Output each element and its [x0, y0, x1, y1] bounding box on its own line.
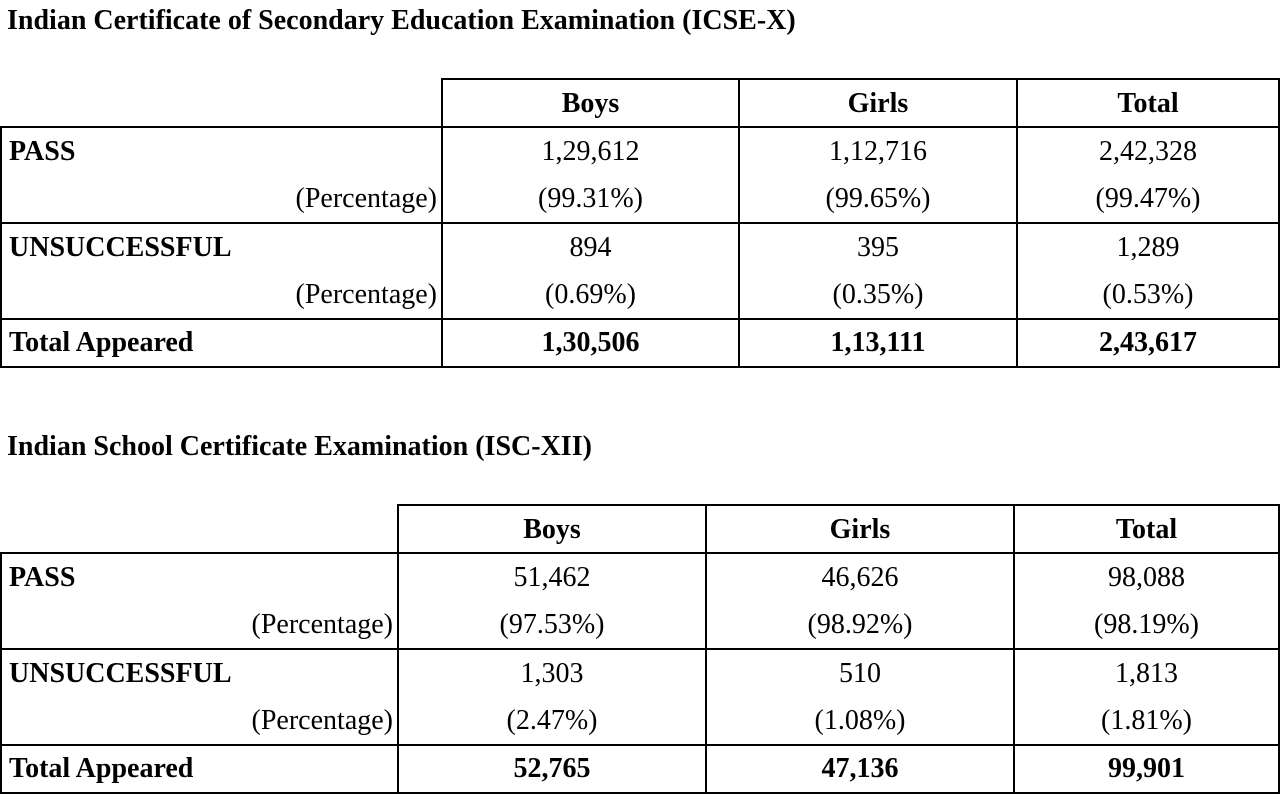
table-row-total-appeared: Total Appeared 52,765 47,136 99,901	[0, 744, 1280, 794]
pass-total-percentage: (98.19%)	[1013, 601, 1280, 650]
pass-total-count: 98,088	[1013, 552, 1280, 601]
icse-section-title: Indian Certificate of Secondary Educatio…	[7, 5, 796, 36]
unsuccessful-girls-percentage: (1.08%)	[705, 697, 1015, 746]
column-header-boys: Boys	[441, 78, 740, 128]
table-header-row: Boys Girls Total	[1, 504, 1280, 554]
pass-total-count: 2,42,328	[1016, 126, 1280, 175]
row-label-percentage: (Percentage)	[0, 271, 443, 320]
row-label-percentage: (Percentage)	[0, 175, 443, 224]
row-label-unsuccessful: UNSUCCESSFUL	[0, 648, 399, 697]
total-appeared-total: 99,901	[1013, 744, 1280, 794]
row-label-pass: PASS	[0, 552, 399, 601]
unsuccessful-boys-percentage: (2.47%)	[397, 697, 707, 746]
table-row-pass-percentage: (Percentage) (97.53%) (98.92%) (98.19%)	[0, 601, 1280, 650]
pass-girls-percentage: (98.92%)	[705, 601, 1015, 650]
row-label-total-appeared: Total Appeared	[0, 744, 399, 794]
column-header-girls: Girls	[705, 504, 1015, 554]
unsuccessful-total-count: 1,289	[1016, 222, 1280, 271]
unsuccessful-total-percentage: (1.81%)	[1013, 697, 1280, 746]
isc-results-table: Boys Girls Total PASS 51,462 46,626 98,0…	[0, 504, 1280, 794]
column-header-boys: Boys	[397, 504, 707, 554]
row-label-total-appeared: Total Appeared	[0, 318, 443, 368]
total-appeared-girls: 1,13,111	[738, 318, 1018, 368]
icse-results-table: Boys Girls Total PASS 1,29,612 1,12,716 …	[0, 78, 1280, 368]
pass-boys-percentage: (99.31%)	[441, 175, 740, 224]
header-corner-cell	[1, 505, 399, 554]
unsuccessful-total-count: 1,813	[1013, 648, 1280, 697]
table-row-unsuccessful: UNSUCCESSFUL 894 395 1,289	[0, 222, 1280, 271]
row-label-percentage: (Percentage)	[0, 697, 399, 746]
unsuccessful-boys-count: 1,303	[397, 648, 707, 697]
table-row-unsuccessful-percentage: (Percentage) (0.69%) (0.35%) (0.53%)	[0, 271, 1280, 320]
unsuccessful-girls-count: 510	[705, 648, 1015, 697]
table-header-row: Boys Girls Total	[1, 78, 1280, 128]
total-appeared-boys: 52,765	[397, 744, 707, 794]
column-header-total: Total	[1013, 504, 1280, 554]
table-row-total-appeared: Total Appeared 1,30,506 1,13,111 2,43,61…	[0, 318, 1280, 368]
table-row-pass: PASS 1,29,612 1,12,716 2,42,328	[0, 126, 1280, 175]
header-corner-cell	[1, 79, 443, 128]
table-row-unsuccessful: UNSUCCESSFUL 1,303 510 1,813	[0, 648, 1280, 697]
unsuccessful-girls-count: 395	[738, 222, 1018, 271]
table-row-pass: PASS 51,462 46,626 98,088	[0, 552, 1280, 601]
table-row-pass-percentage: (Percentage) (99.31%) (99.65%) (99.47%)	[0, 175, 1280, 224]
row-label-pass: PASS	[0, 126, 443, 175]
pass-girls-percentage: (99.65%)	[738, 175, 1018, 224]
pass-boys-percentage: (97.53%)	[397, 601, 707, 650]
total-appeared-boys: 1,30,506	[441, 318, 740, 368]
row-label-percentage: (Percentage)	[0, 601, 399, 650]
row-label-unsuccessful: UNSUCCESSFUL	[0, 222, 443, 271]
unsuccessful-boys-count: 894	[441, 222, 740, 271]
table-row-unsuccessful-percentage: (Percentage) (2.47%) (1.08%) (1.81%)	[0, 697, 1280, 746]
unsuccessful-girls-percentage: (0.35%)	[738, 271, 1018, 320]
pass-girls-count: 1,12,716	[738, 126, 1018, 175]
column-header-girls: Girls	[738, 78, 1018, 128]
pass-boys-count: 51,462	[397, 552, 707, 601]
column-header-total: Total	[1016, 78, 1280, 128]
total-appeared-girls: 47,136	[705, 744, 1015, 794]
unsuccessful-total-percentage: (0.53%)	[1016, 271, 1280, 320]
unsuccessful-boys-percentage: (0.69%)	[441, 271, 740, 320]
isc-section-title: Indian School Certificate Examination (I…	[7, 431, 592, 462]
pass-girls-count: 46,626	[705, 552, 1015, 601]
pass-total-percentage: (99.47%)	[1016, 175, 1280, 224]
pass-boys-count: 1,29,612	[441, 126, 740, 175]
total-appeared-total: 2,43,617	[1016, 318, 1280, 368]
